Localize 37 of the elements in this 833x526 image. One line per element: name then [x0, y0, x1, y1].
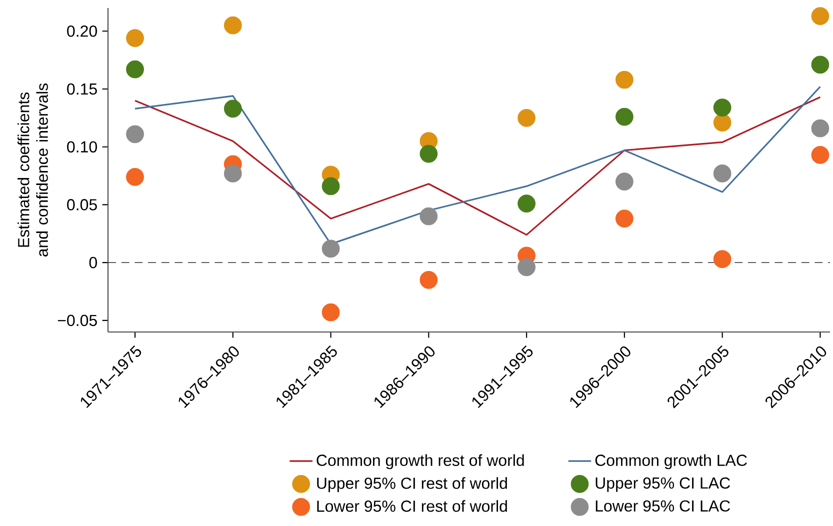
point [518, 258, 536, 276]
legend-label: Upper 95% CI rest of world [317, 477, 507, 492]
point [420, 207, 438, 226]
point [713, 164, 732, 182]
y-tick-label: 0.20 [67, 25, 97, 37]
point [126, 168, 144, 186]
y-tick-label: 0.05 [67, 199, 97, 210]
y-tick-label: −0.05 [58, 314, 97, 326]
point [322, 303, 340, 322]
point [518, 194, 536, 212]
point [616, 172, 634, 191]
y-axis-title: Estimated coefficients and confidence intervals [18, 83, 48, 256]
legend-label: Upper 95% CI LAC [596, 477, 730, 492]
point [322, 240, 340, 258]
point [616, 70, 634, 89]
point [713, 114, 732, 132]
point [224, 16, 242, 34]
point [126, 60, 144, 78]
y-tick-label: 0 [89, 256, 97, 268]
point [518, 108, 536, 127]
legend-label: Lower 95% CI LAC [596, 500, 730, 512]
point [420, 144, 438, 163]
point [420, 270, 438, 289]
point [616, 210, 634, 228]
point [616, 108, 634, 126]
y-tick-label: 0.10 [67, 141, 97, 153]
point [126, 29, 144, 48]
legend-label: Common growth LAC [595, 454, 747, 470]
point [224, 164, 242, 182]
point [126, 125, 144, 144]
point [224, 100, 242, 118]
legend-label: Common growth rest of world [316, 454, 524, 470]
point [322, 177, 340, 196]
legend-label: Lower 95% CI rest of world [317, 500, 507, 512]
point [713, 250, 732, 268]
point [713, 98, 732, 116]
y-tick-label: 0.15 [67, 83, 97, 95]
